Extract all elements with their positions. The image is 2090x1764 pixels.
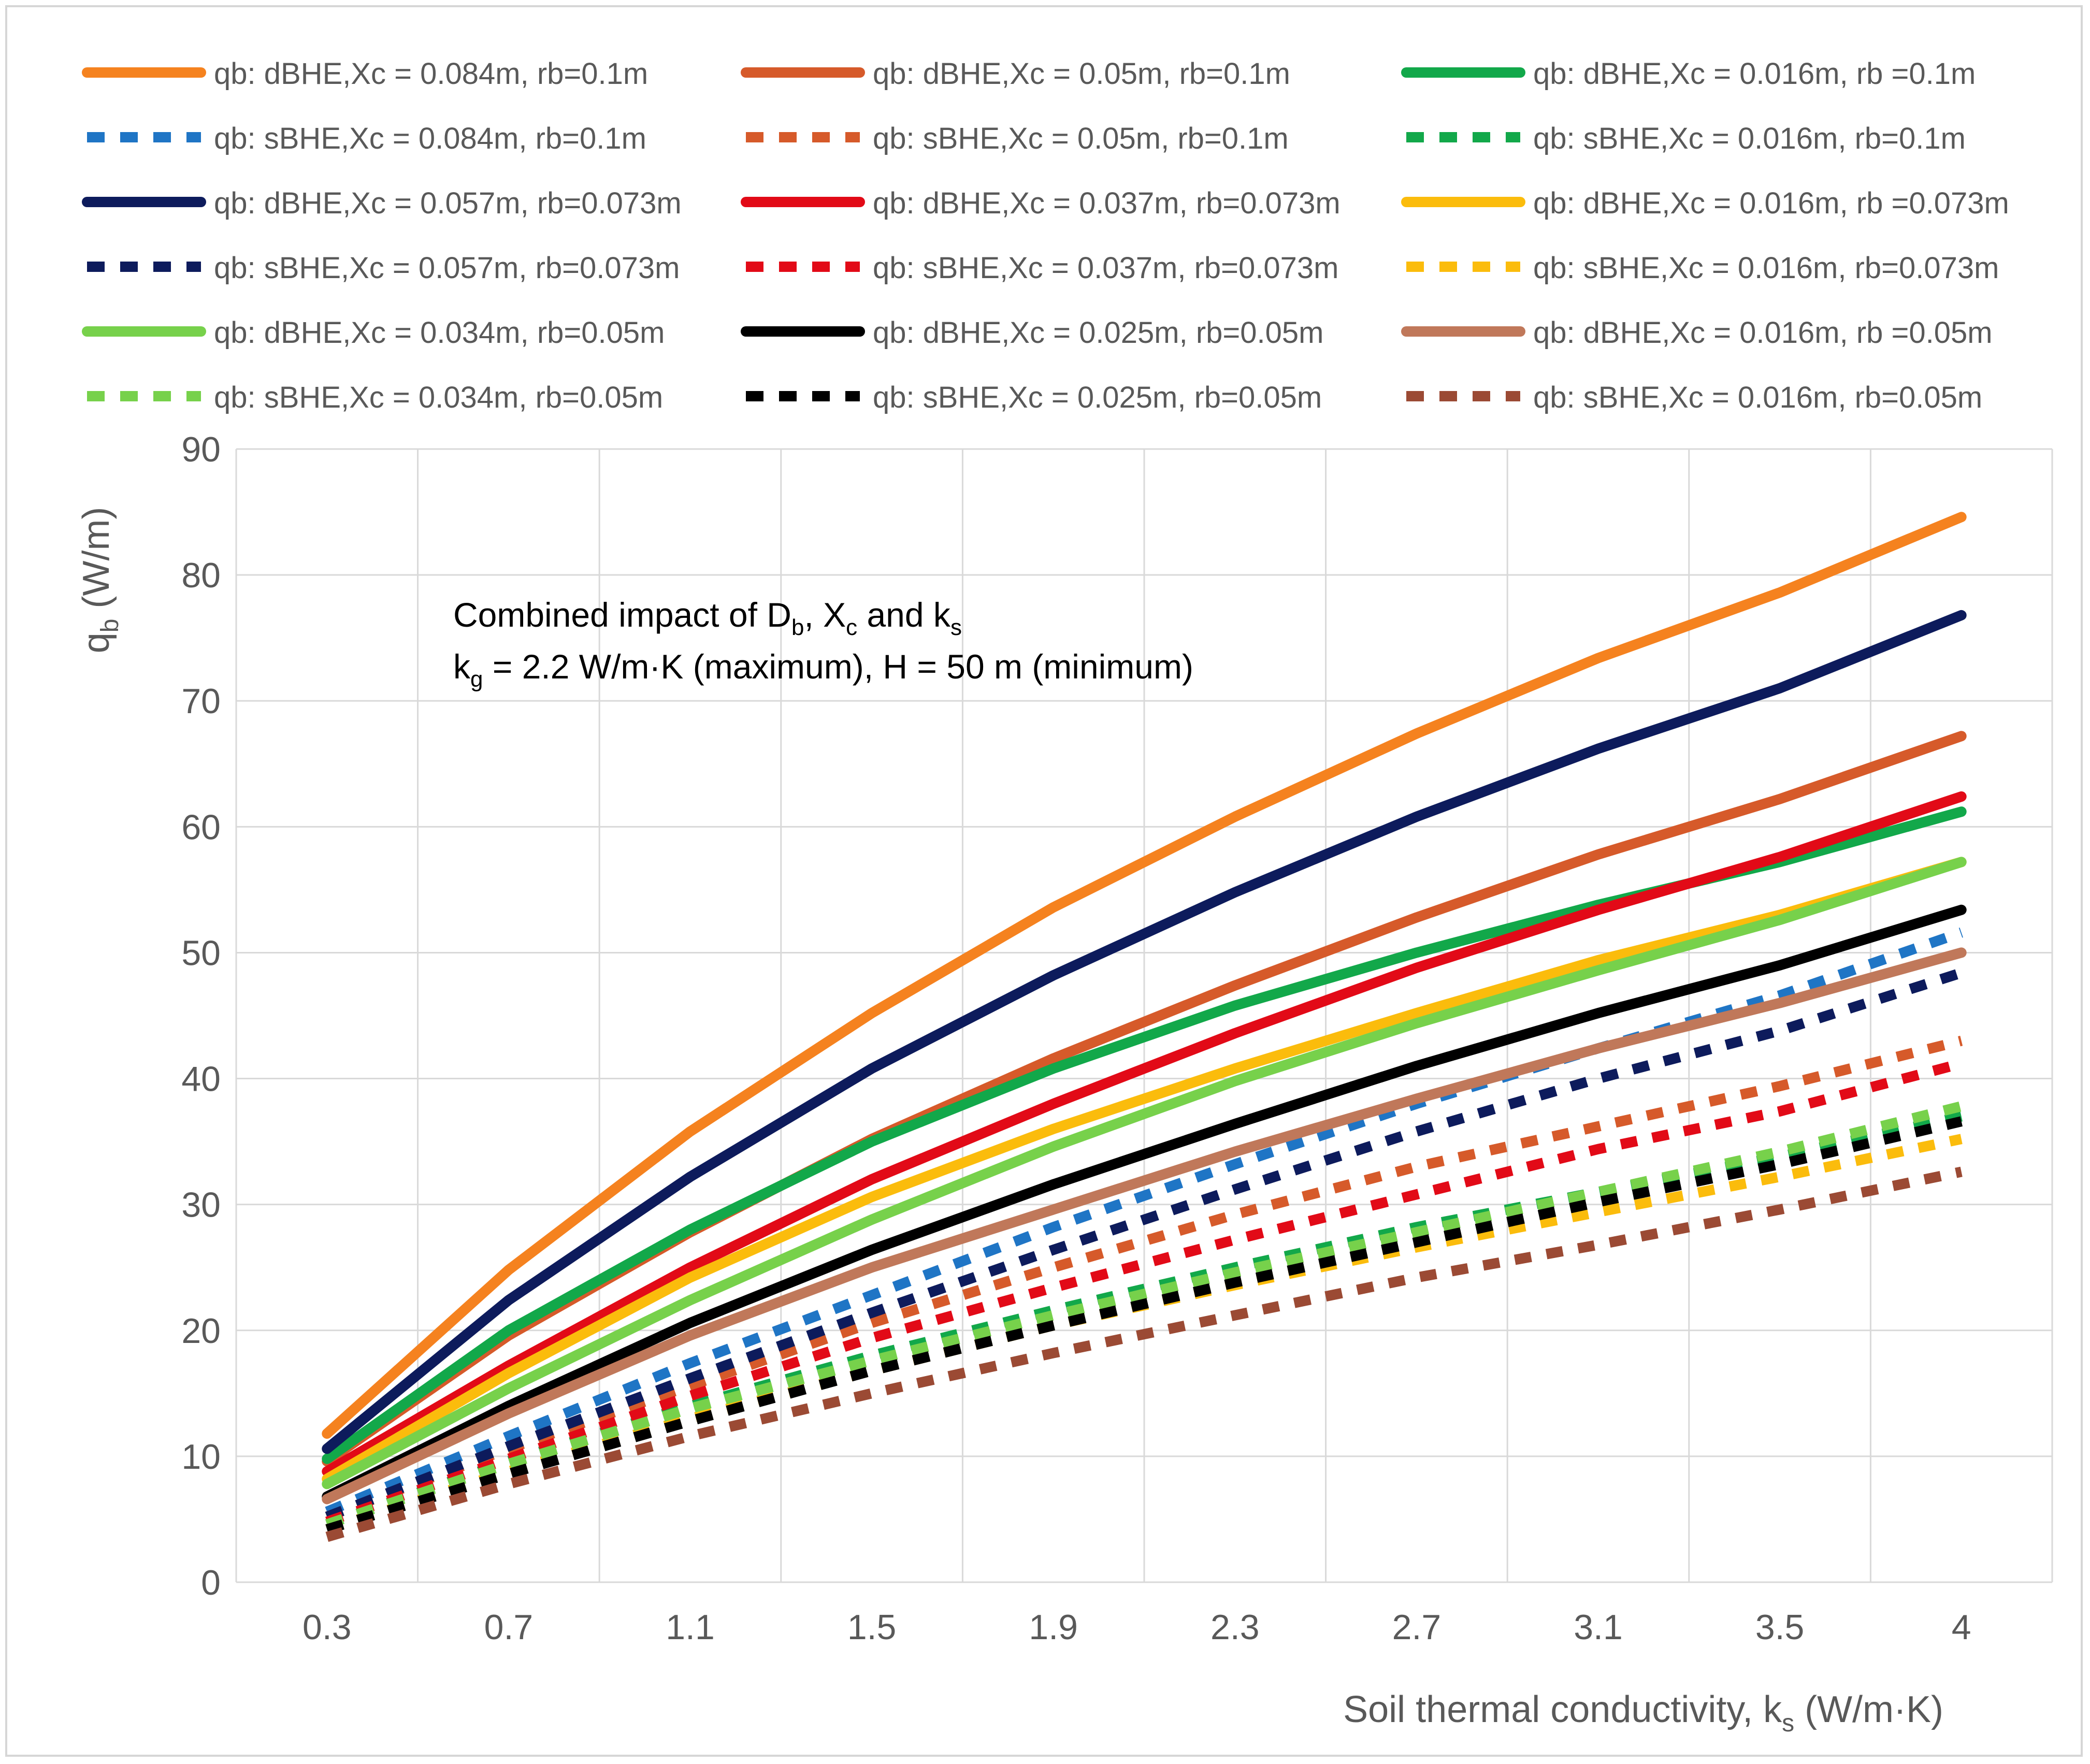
series-line-8 bbox=[322, 791, 1967, 1477]
legend-label: qb: dBHE,Xc = 0.057m, rb=0.073m bbox=[214, 186, 682, 220]
legend: qb: dBHE,Xc = 0.084m, rb=0.1m qb: dBHE,Xc… bbox=[82, 57, 2009, 414]
legend-label: qb: sBHE,Xc = 0.016m, rb=0.073m bbox=[1533, 251, 1999, 285]
series-line-9 bbox=[322, 857, 1967, 1484]
series-line-13 bbox=[322, 857, 1967, 1490]
series-line-16 bbox=[325, 1101, 1963, 1529]
legend-label: qb: sBHE,Xc = 0.037m, rb=0.073m bbox=[873, 251, 1338, 285]
x-tick-label: 2.3 bbox=[1210, 1608, 1260, 1647]
legend-label: qb: sBHE,Xc = 0.084m, rb=0.1m bbox=[214, 122, 646, 155]
legend-label: qb: dBHE,Xc = 0.084m, rb=0.1m bbox=[214, 57, 648, 91]
series-line-1 bbox=[322, 512, 1967, 1439]
y-axis-label: qb (W/m) bbox=[76, 507, 124, 654]
x-tick-label: 3.1 bbox=[1574, 1608, 1623, 1647]
y-tick-label: 70 bbox=[181, 682, 221, 721]
series-line-14 bbox=[322, 904, 1967, 1502]
series-line-15 bbox=[322, 947, 1967, 1505]
y-tick-label: 30 bbox=[181, 1185, 221, 1225]
x-tick-label: 1.9 bbox=[1029, 1608, 1078, 1647]
x-axis-label: Soil thermal conductivity, ks (W/m·K) bbox=[1343, 1689, 1943, 1737]
legend-label: qb: sBHE,Xc = 0.057m, rb=0.073m bbox=[214, 251, 680, 285]
legend-label: qb: sBHE,Xc = 0.034m, rb=0.05m bbox=[214, 381, 663, 414]
x-tick-label: 4 bbox=[1952, 1608, 1971, 1647]
axes: 0 10 20 30 40 50 60 70 80 90 0.3 0.7 1.1 1.5 1.9 2.3 2.7… bbox=[181, 430, 1971, 1647]
legend-label: qb: sBHE,Xc = 0.05m, rb=0.1m bbox=[873, 122, 1289, 155]
annotation-line-2: kg = 2.2 W/m·K (maximum), H = 50 m (mini… bbox=[453, 647, 1193, 692]
legend-label: qb: dBHE,Xc = 0.05m, rb=0.1m bbox=[873, 57, 1290, 91]
legend-label: qb: dBHE,Xc = 0.025m, rb=0.05m bbox=[873, 316, 1323, 350]
legend-label: qb: dBHE,Xc = 0.037m, rb=0.073m bbox=[873, 186, 1341, 220]
series-line-7 bbox=[322, 610, 1967, 1454]
legend-label: qb: sBHE,Xc = 0.016m, rb=0.05m bbox=[1533, 381, 1982, 414]
x-tick-label: 3.5 bbox=[1755, 1608, 1805, 1647]
legend-label: qb: dBHE,Xc = 0.016m, rb =0.1m bbox=[1533, 57, 1976, 91]
y-tick-label: 60 bbox=[181, 807, 221, 847]
x-tick-label: 0.7 bbox=[484, 1608, 534, 1647]
legend-label: qb: sBHE,Xc = 0.025m, rb=0.05m bbox=[873, 381, 1322, 414]
x-tick-label: 2.7 bbox=[1392, 1608, 1442, 1647]
x-tick-label: 1.1 bbox=[666, 1608, 715, 1647]
gridlines bbox=[235, 448, 2053, 1583]
series-line-10 bbox=[325, 967, 1963, 1522]
legend-label: qb: dBHE,Xc = 0.034m, rb=0.05m bbox=[214, 316, 665, 350]
y-tick-label: 50 bbox=[181, 933, 221, 973]
y-tick-label: 80 bbox=[181, 556, 221, 595]
legend-label: qb: dBHE,Xc = 0.016m, rb =0.05m bbox=[1533, 316, 1993, 350]
legend-label: qb: sBHE,Xc = 0.016m, rb=0.1m bbox=[1533, 122, 1966, 155]
legend-label: qb: dBHE,Xc = 0.016m, rb =0.073m bbox=[1533, 186, 2009, 220]
series-line-18 bbox=[325, 1166, 1963, 1542]
series-line-17 bbox=[325, 1116, 1963, 1535]
y-tick-label: 0 bbox=[201, 1563, 221, 1602]
x-tick-label: 1.5 bbox=[847, 1608, 897, 1647]
annotation-line-1: Combined impact of Db, Xc and ks bbox=[453, 596, 962, 640]
series-lines bbox=[322, 512, 1967, 1542]
x-tick-label: 0.3 bbox=[302, 1608, 352, 1647]
y-tick-label: 10 bbox=[181, 1437, 221, 1477]
y-tick-label: 20 bbox=[181, 1311, 221, 1351]
y-tick-label: 90 bbox=[181, 430, 221, 469]
y-tick-label: 40 bbox=[181, 1060, 221, 1099]
series-line-11 bbox=[325, 1058, 1963, 1527]
